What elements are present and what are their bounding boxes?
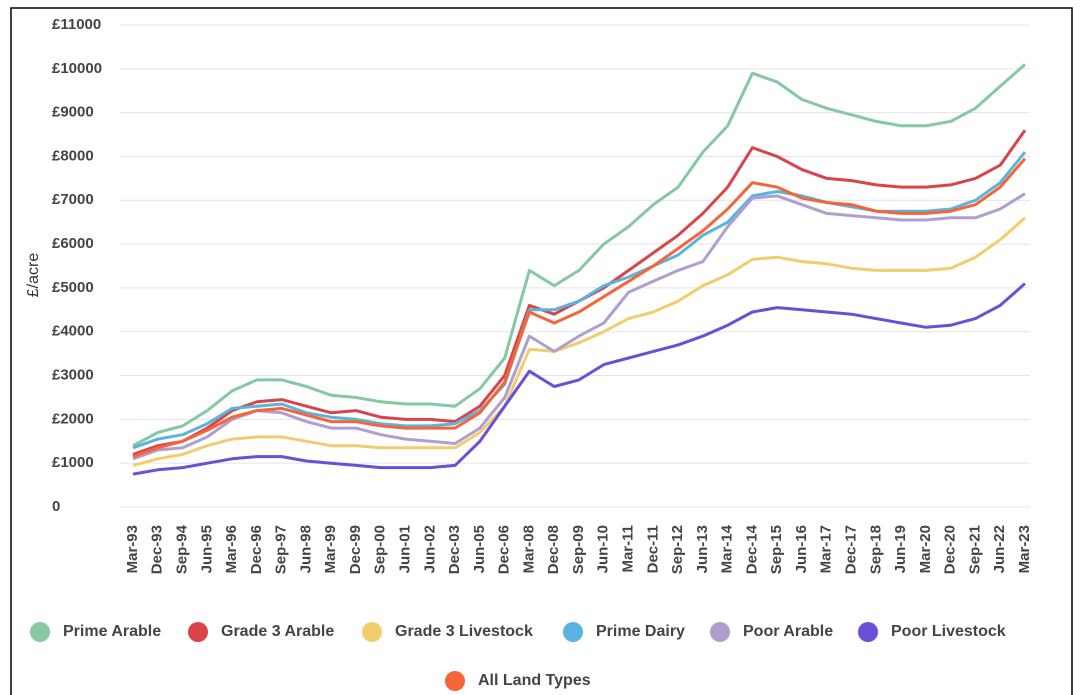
x-tick-label: Mar-20: [917, 525, 934, 573]
x-tick-label: Jun-19: [892, 525, 909, 573]
x-tick-label: Jun-95: [198, 525, 215, 573]
x-tick-label: Dec-11: [644, 525, 661, 573]
x-tick-label: Jun-98: [297, 525, 314, 573]
y-tick-label: £1000: [52, 454, 94, 471]
legend-swatch: [30, 622, 50, 642]
x-tick-label: Sep-21: [966, 525, 983, 574]
legend-swatch: [188, 622, 208, 642]
legend-swatch: [858, 622, 878, 642]
y-tick-label: £6000: [52, 235, 94, 252]
x-tick-label: Mar-23: [1016, 525, 1033, 573]
legend-label: Poor Arable: [743, 623, 833, 640]
x-tick-label: Mar-96: [223, 525, 240, 573]
x-tick-label: Dec-08: [545, 525, 562, 574]
series-line: [132, 157, 1027, 459]
x-tick-label: Jun-16: [793, 525, 810, 573]
series-line: [132, 192, 1026, 461]
legend-label: All Land Types: [478, 672, 591, 689]
x-tick-label: Dec-03: [446, 525, 463, 574]
x-tick-label: Dec-14: [743, 524, 760, 574]
x-tick-label: Dec-99: [347, 525, 364, 574]
x-tick-label: Jun-13: [694, 525, 711, 573]
legend-swatch: [362, 622, 382, 642]
x-tick-label: Sep-00: [372, 525, 389, 574]
series-line: [132, 63, 1026, 448]
x-tick-label: Jun-01: [397, 525, 414, 573]
x-tick-label: Sep-15: [768, 525, 785, 574]
x-tick-label: Mar-99: [322, 525, 339, 573]
y-tick-label: £4000: [52, 323, 94, 340]
legend-swatch: [445, 671, 465, 691]
x-tick-label: Dec-17: [843, 525, 860, 574]
series-line: [132, 282, 1026, 476]
x-tick-label: Sep-97: [273, 525, 290, 574]
legend-label: Prime Arable: [63, 623, 161, 640]
y-tick-label: 0: [52, 498, 60, 515]
x-tick-label: Dec-96: [248, 525, 265, 574]
y-tick-label: £10000: [52, 60, 102, 77]
frame: [10, 7, 1073, 695]
x-tick-label: Mar-11: [620, 525, 637, 573]
x-tick-label: Mar-17: [818, 525, 835, 573]
y-tick-label: £5000: [52, 279, 94, 296]
y-tick-label: £2000: [52, 410, 94, 427]
legend-label: Poor Livestock: [891, 623, 1006, 640]
x-tick-label: Jun-10: [595, 525, 612, 573]
x-tick-label: Mar-08: [520, 525, 537, 573]
legend-swatch: [563, 622, 583, 642]
x-tick-label: Dec-93: [149, 525, 166, 574]
y-tick-label: £7000: [52, 191, 94, 208]
x-tick-label: Dec-20: [942, 525, 959, 574]
y-tick-label: £11000: [52, 16, 101, 33]
series-line: [132, 216, 1026, 467]
y-axis-label: £/acre: [25, 253, 42, 298]
legend-swatch: [710, 622, 730, 642]
x-tick-label: Sep-94: [174, 524, 191, 574]
x-tick-label: Sep-09: [570, 525, 587, 574]
x-tick-label: Sep-12: [669, 525, 686, 574]
legend-label: Grade 3 Livestock: [395, 623, 533, 640]
legend-label: Prime Dairy: [596, 623, 685, 640]
x-tick-label: Mar-14: [719, 524, 736, 573]
x-tick-label: Jun-02: [421, 525, 438, 573]
x-tick-label: Mar-93: [124, 525, 141, 573]
series-line: [132, 151, 1027, 450]
legend-label: Grade 3 Arable: [221, 623, 334, 640]
x-tick-label: Dec-06: [496, 525, 513, 574]
y-tick-label: £9000: [52, 104, 94, 121]
x-tick-label: Sep-18: [867, 525, 884, 574]
y-tick-label: £3000: [52, 367, 94, 384]
x-tick-label: Jun-05: [471, 525, 488, 573]
y-tick-label: £8000: [52, 147, 94, 164]
x-tick-label: Jun-22: [991, 525, 1008, 573]
